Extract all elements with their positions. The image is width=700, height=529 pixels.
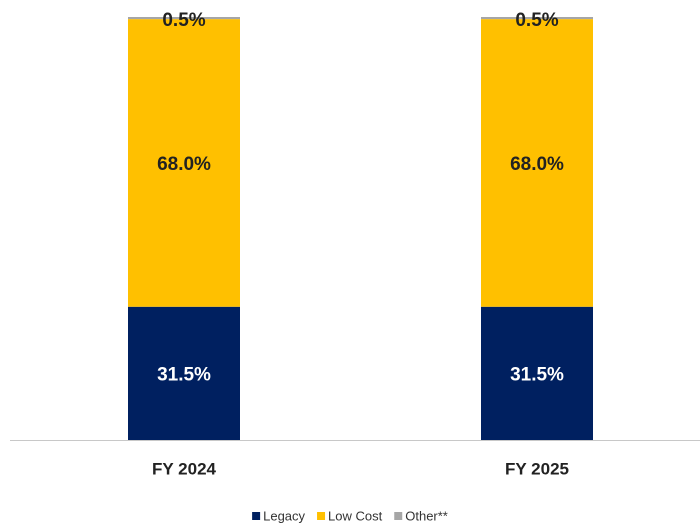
legend-swatch [252,512,261,520]
x-tick-label: FY 2024 [152,459,217,478]
bar-segment [128,306,240,440]
bar-segment [481,19,593,307]
value-label: 31.5% [157,364,211,385]
value-label: 68.0% [157,154,211,175]
legend-swatch [394,512,403,520]
bar-segment [481,306,593,440]
legend-label: Legacy [263,508,305,523]
value-label: 0.5% [515,10,558,31]
value-label: 68.0% [510,154,564,175]
bar-segment [481,17,593,20]
legend-label: Low Cost [328,508,383,523]
bar-segment [128,19,240,307]
x-tick-label: FY 2025 [505,459,569,478]
legend-swatch [317,512,326,520]
legend-label: Other** [405,508,448,523]
value-label: 0.5% [162,10,205,31]
value-label: 31.5% [510,364,564,385]
bar-segment [128,17,240,20]
